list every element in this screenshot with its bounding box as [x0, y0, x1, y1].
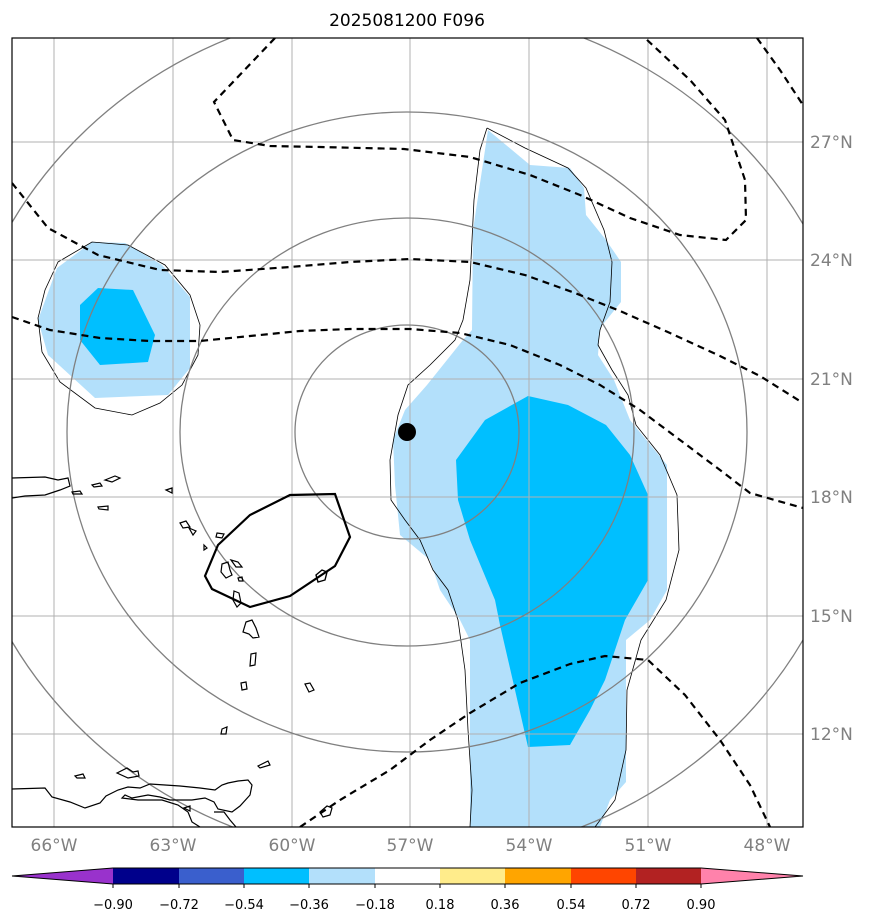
coast-st-vincent	[240, 681, 248, 691]
longitude-label: 57°W	[387, 836, 434, 856]
thin-contours	[37, 127, 680, 827]
graticule	[12, 38, 803, 827]
coast-tobago	[256, 760, 271, 769]
solid-contour-islet	[315, 569, 328, 583]
range-ring	[294, 324, 520, 540]
coast-barbados	[304, 682, 315, 693]
coastlines	[12, 475, 333, 827]
coast-islet-12	[115, 767, 140, 779]
colorbar-segment	[309, 868, 375, 884]
coast-islet-9	[203, 543, 208, 552]
colorbar-tick-label: 0.36	[491, 898, 520, 913]
longitude-label: 51°W	[625, 836, 672, 856]
colorbar-extend-min	[12, 868, 113, 884]
coast-islet-14	[182, 805, 191, 812]
thin-contour-south	[389, 127, 488, 827]
latitude-label: 27°N	[810, 133, 853, 153]
coast-islet-13	[319, 805, 333, 818]
latitude-labels: 27°N 24°N 21°N 18°N 15°N 12°N	[810, 133, 853, 745]
coast-st-lucia	[249, 652, 257, 667]
thin-contour-west	[37, 241, 201, 416]
fill-deep-west	[80, 288, 155, 365]
colorbar-tick-label: −0.36	[289, 898, 329, 913]
longitude-label: 60°W	[269, 836, 316, 856]
dashed-contours	[12, 38, 803, 827]
coast-islet-1	[71, 490, 84, 495]
figure-title: 2025081200 F096	[329, 11, 485, 31]
coast-trinidad	[214, 811, 237, 827]
colorbar-segment	[440, 868, 505, 884]
coast-islet-2	[90, 482, 104, 488]
coast-islet-7	[187, 526, 197, 537]
coast-martinique	[242, 619, 260, 639]
anomaly-fill-deep-blue	[80, 288, 648, 747]
colorbar-tick-label: −0.90	[93, 898, 133, 913]
range-ring	[66, 111, 748, 753]
coast-islet-8	[215, 532, 225, 539]
colorbar: −0.90 −0.72 −0.54 −0.36 −0.18 0.18 0.36 0.54 0.7…	[11, 867, 804, 913]
colorbar-tick-label: 0.18	[426, 898, 455, 913]
coast-islet-3	[103, 475, 122, 483]
latitude-label: 12°N	[810, 725, 853, 745]
longitude-label: 54°W	[506, 836, 553, 856]
colorbar-segment	[375, 868, 440, 884]
colorbar-segment	[113, 868, 179, 884]
dashed-contour-bottom	[299, 654, 771, 827]
coast-guadeloupe	[220, 558, 244, 579]
coast-islet-11	[73, 773, 86, 779]
latitude-label: 21°N	[810, 370, 853, 390]
range-ring	[179, 217, 635, 647]
map-panel	[12, 38, 803, 827]
dashed-contour-top-2	[756, 38, 803, 106]
coast-grenada	[220, 726, 228, 735]
coast-islet-10	[237, 576, 244, 582]
coast-venezuela	[12, 779, 253, 827]
longitude-label: 66°W	[31, 836, 78, 856]
colorbar-tick-label: 0.90	[687, 898, 716, 913]
colorbar-segment	[636, 868, 701, 884]
latitude-label: 24°N	[810, 251, 853, 271]
colorbar-segment	[179, 868, 244, 884]
coast-islet-5	[164, 487, 173, 494]
thin-contour-east	[486, 127, 680, 827]
longitude-label: 48°W	[744, 836, 791, 856]
dashed-contour-mid-2	[12, 315, 803, 510]
longitude-labels: 66°W 63°W 60°W 57°W 54°W 51°W 48°W	[31, 836, 791, 856]
colorbar-tick-label: 0.54	[557, 898, 586, 913]
colorbar-segment	[505, 868, 571, 884]
dashed-contour-mid-1	[12, 182, 803, 404]
colorbar-extend-max	[701, 868, 803, 884]
fill-deep-main	[456, 396, 648, 747]
longitude-label: 63°W	[150, 836, 197, 856]
colorbar-tick-label: −0.72	[159, 898, 199, 913]
storm-center-marker	[398, 423, 416, 441]
colorbar-segment	[571, 868, 636, 884]
colorbar-tick-label: 0.72	[622, 898, 651, 913]
dashed-contour-top-1	[212, 38, 748, 242]
colorbar-segment	[244, 868, 309, 884]
latitude-label: 15°N	[810, 607, 853, 627]
range-rings	[12, 38, 803, 827]
coast-puerto-rico	[12, 476, 71, 499]
map-frame	[11, 37, 804, 828]
latitude-label: 18°N	[810, 488, 853, 508]
colorbar-tick-label: −0.18	[355, 898, 395, 913]
solid-contour	[203, 492, 352, 609]
colorbar-tick-label: −0.54	[224, 898, 264, 913]
coast-islet-6	[179, 520, 192, 529]
coast-islet-4	[97, 505, 109, 511]
